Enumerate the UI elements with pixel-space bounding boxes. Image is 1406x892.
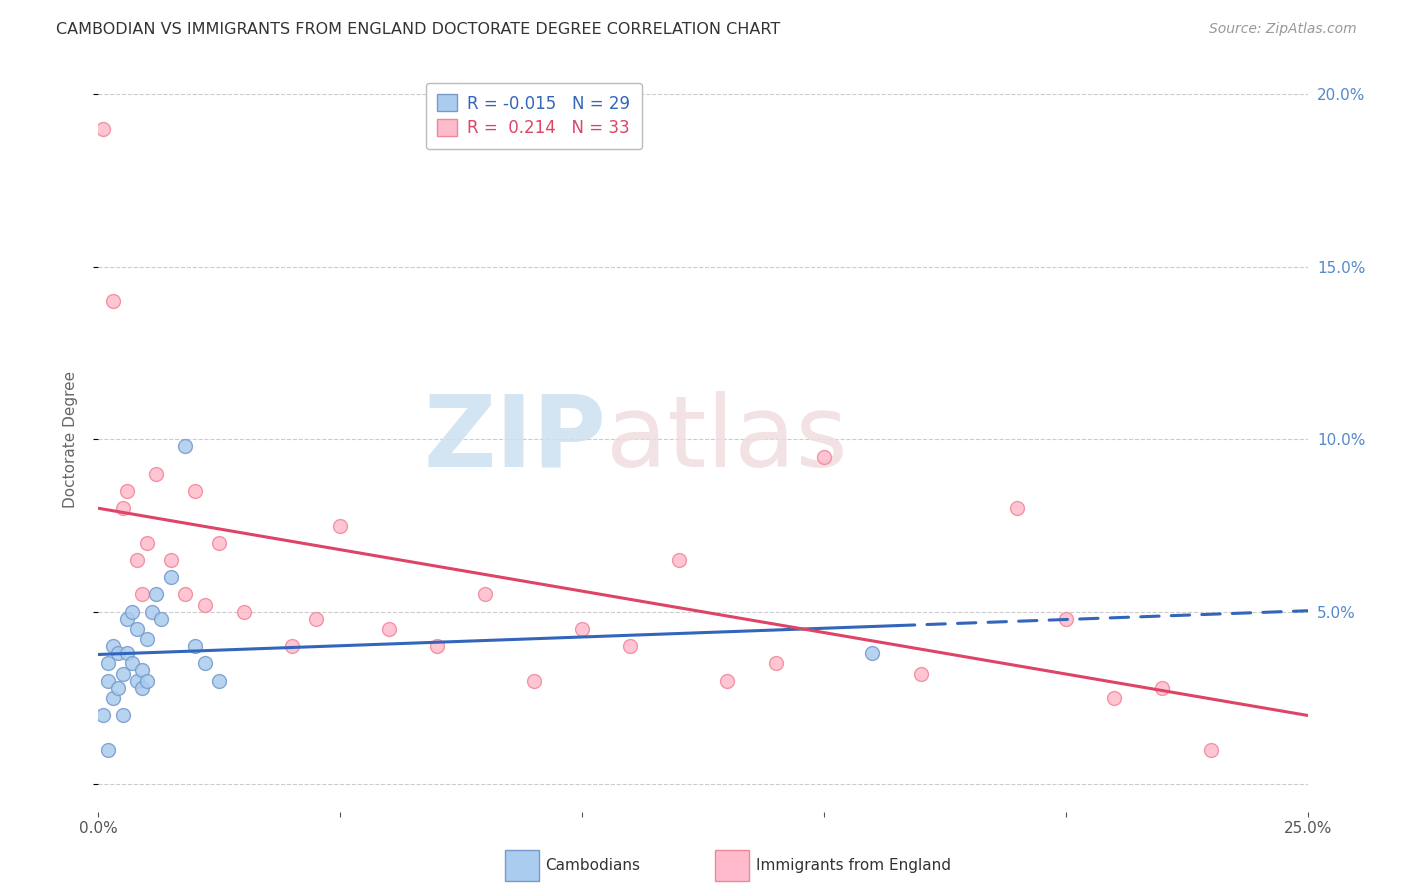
Point: [523, 673, 546, 688]
Text: Cambodians: Cambodians: [546, 858, 640, 872]
Point: [131, 681, 153, 695]
Point: [145, 587, 167, 601]
Point: [127, 622, 149, 636]
Point: [1152, 681, 1174, 695]
Text: ZIP: ZIP: [423, 391, 606, 488]
Point: [1007, 501, 1029, 516]
Text: Source: ZipAtlas.com: Source: ZipAtlas.com: [1209, 22, 1357, 37]
Point: [127, 553, 149, 567]
Point: [305, 612, 328, 626]
Point: [150, 612, 173, 626]
Point: [1102, 690, 1125, 705]
Point: [101, 639, 124, 653]
Point: [174, 439, 197, 453]
Point: [97, 673, 120, 688]
Point: [571, 622, 593, 636]
Point: [716, 673, 738, 688]
Point: [111, 666, 134, 681]
Text: CAMBODIAN VS IMMIGRANTS FROM ENGLAND DOCTORATE DEGREE CORRELATION CHART: CAMBODIAN VS IMMIGRANTS FROM ENGLAND DOC…: [56, 22, 780, 37]
Point: [208, 673, 231, 688]
Point: [97, 742, 120, 756]
Point: [194, 657, 217, 671]
Point: [135, 632, 157, 647]
Point: [131, 664, 153, 678]
Point: [121, 657, 143, 671]
Point: [141, 605, 163, 619]
Point: [860, 646, 883, 660]
Point: [107, 681, 129, 695]
Point: [121, 605, 143, 619]
Point: [377, 622, 399, 636]
Point: [117, 483, 139, 498]
Point: [668, 553, 690, 567]
Point: [194, 598, 217, 612]
Text: atlas: atlas: [606, 391, 848, 488]
Legend: R = -0.015   N = 29, R =  0.214   N = 33: R = -0.015 N = 29, R = 0.214 N = 33: [426, 83, 643, 149]
Point: [910, 666, 932, 681]
Point: [1199, 742, 1222, 756]
Point: [474, 587, 496, 601]
Point: [281, 639, 304, 653]
Point: [107, 646, 129, 660]
Point: [329, 518, 352, 533]
Point: [101, 690, 124, 705]
Point: [91, 122, 114, 136]
Point: [765, 657, 787, 671]
Point: [426, 639, 449, 653]
Point: [117, 646, 139, 660]
Point: [232, 605, 254, 619]
Point: [91, 708, 114, 723]
Point: [160, 553, 183, 567]
Point: [97, 657, 120, 671]
Point: [145, 467, 167, 481]
Text: Immigrants from England: Immigrants from England: [755, 858, 950, 872]
Point: [1054, 612, 1077, 626]
Point: [174, 587, 197, 601]
Point: [117, 612, 139, 626]
Point: [160, 570, 183, 584]
Point: [101, 294, 124, 309]
Point: [135, 535, 157, 549]
Y-axis label: Doctorate Degree: Doctorate Degree: [63, 371, 77, 508]
Point: [184, 483, 207, 498]
FancyBboxPatch shape: [505, 849, 538, 881]
Point: [619, 639, 641, 653]
FancyBboxPatch shape: [716, 849, 749, 881]
Point: [127, 673, 149, 688]
Point: [813, 450, 835, 464]
Point: [111, 501, 134, 516]
Point: [111, 708, 134, 723]
Point: [131, 587, 153, 601]
Point: [208, 535, 231, 549]
Point: [184, 639, 207, 653]
Point: [135, 673, 157, 688]
